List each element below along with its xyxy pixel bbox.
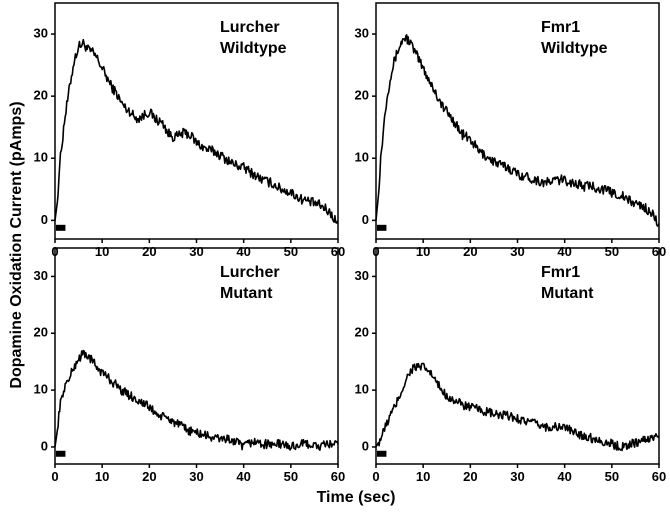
- y-tick-label: 10: [34, 150, 48, 165]
- x-tick-label: 40: [557, 469, 571, 484]
- panel-label-line1: Lurcher: [220, 19, 280, 36]
- x-tick-label: 30: [510, 469, 524, 484]
- panel-label-line1: Fmr1: [541, 19, 580, 36]
- plot-frame: [375, 2, 660, 240]
- y-tick-label: 10: [355, 150, 369, 165]
- x-tick-label: 40: [557, 244, 571, 259]
- panel-label-line2: Mutant: [220, 285, 273, 302]
- x-tick-label: 10: [95, 244, 109, 259]
- x-tick-label: 40: [236, 244, 250, 259]
- y-tick-label: 0: [41, 438, 48, 453]
- y-tick-label: 20: [355, 88, 369, 103]
- panel-label-line1: Lurcher: [220, 264, 280, 281]
- series-line: [375, 362, 660, 452]
- y-tick-label: 0: [41, 212, 48, 227]
- x-tick-label: 60: [331, 469, 345, 484]
- series-line: [54, 38, 339, 224]
- x-tick-label: 10: [416, 469, 430, 484]
- panel-bottom-right: 0 10 20 30 0 10 20 30 40 50 60 Fmr1 Mutant: [355, 247, 666, 484]
- y-tick-label: 0: [362, 212, 369, 227]
- panel-label-line1: Fmr1: [541, 264, 580, 281]
- x-tick-label: 30: [189, 244, 203, 259]
- x-tick-label: 50: [605, 244, 619, 259]
- series-line: [54, 349, 339, 451]
- y-axis-title: Dopamine Oxidation Current (pAmps): [8, 101, 25, 388]
- plot-frame: [54, 2, 339, 240]
- x-tick-label: 20: [463, 244, 477, 259]
- panel-label-line2: Wildtype: [220, 40, 287, 57]
- x-tick-label: 0: [51, 469, 58, 484]
- y-tick-label: 20: [34, 325, 48, 340]
- stimulus-bar: [377, 450, 387, 457]
- plot-frame: [375, 247, 660, 465]
- stimulus-bar: [56, 450, 66, 457]
- x-tick-label: 20: [142, 469, 156, 484]
- y-tick-label: 10: [34, 382, 48, 397]
- x-tick-label: 30: [510, 244, 524, 259]
- x-tick-label: 20: [463, 469, 477, 484]
- x-tick-label: 0: [372, 469, 379, 484]
- panel-bottom-left: 0 10 20 30 0 10 20 30 40 50 60 Lurcher Mutant: [34, 247, 345, 484]
- y-tick-label: 30: [355, 268, 369, 283]
- y-tick-label: 20: [34, 88, 48, 103]
- x-tick-label: 40: [236, 469, 250, 484]
- x-tick-label: 60: [652, 469, 666, 484]
- x-tick-label: 50: [605, 469, 619, 484]
- y-tick-label: 20: [355, 325, 369, 340]
- y-tick-label: 0: [362, 438, 369, 453]
- x-tick-label: 50: [284, 244, 298, 259]
- x-tick-label: 10: [95, 469, 109, 484]
- panel-label-line2: Wildtype: [541, 40, 608, 57]
- x-tick-label: 30: [189, 469, 203, 484]
- y-tick-label: 30: [34, 25, 48, 40]
- x-tick-label: 10: [416, 244, 430, 259]
- y-tick-label: 10: [355, 382, 369, 397]
- panels: 0 10 20 30 0 10 20 30 40 50 60 Lurcher Wildtype 0 10 20…: [34, 2, 666, 484]
- x-axis-title: Time (sec): [317, 489, 396, 506]
- stimulus-bar: [56, 224, 66, 231]
- panel-label-line2: Mutant: [541, 285, 594, 302]
- y-tick-label: 30: [34, 268, 48, 283]
- x-tick-label: 50: [284, 469, 298, 484]
- y-tick-label: 30: [355, 25, 369, 40]
- x-tick-label: 20: [142, 244, 156, 259]
- series-line: [375, 34, 660, 227]
- stimulus-bar: [377, 224, 387, 231]
